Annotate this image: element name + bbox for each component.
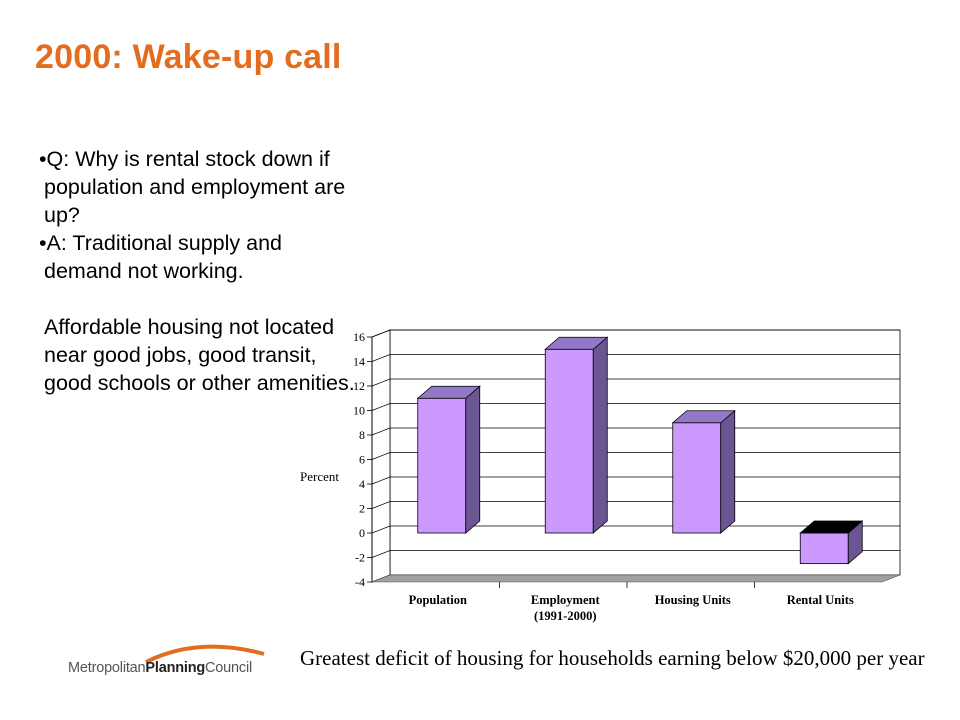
y-tick-label: 2 (359, 502, 365, 516)
gridline-side (371, 427, 391, 436)
slide-title: 2000: Wake-up call (35, 38, 342, 76)
y-tick-label: 0 (359, 526, 365, 540)
y-tick-label: 14 (353, 355, 365, 369)
y-tick-label: 16 (353, 330, 365, 344)
y-tick-label: -2 (355, 551, 365, 565)
x-tick-label: Employment (531, 593, 601, 607)
spacer (44, 285, 364, 313)
gridline-side (371, 378, 391, 387)
bar-side-2 (720, 409, 736, 534)
x-tick-sublabel: (1991-2000) (534, 609, 597, 623)
x-tick-label: Housing Units (655, 593, 731, 607)
y-tick-label: 10 (353, 404, 365, 418)
bar-top-3 (799, 520, 864, 534)
note-text: Affordable housing not located near good… (44, 315, 355, 395)
bar-top-0 (416, 385, 481, 399)
y-tick-label: 12 (353, 379, 365, 393)
mpc-logo: MetropolitanPlanningCouncil (68, 642, 268, 682)
answer-bullet: •A: Traditional supply and demand not wo… (39, 229, 364, 285)
logo-arc-icon (145, 644, 265, 664)
bar-2 (672, 422, 722, 534)
x-tick-label: Rental Units (787, 593, 854, 607)
bar-1 (544, 348, 594, 534)
bar-side-1 (592, 336, 608, 534)
logo-word-council: Council (205, 660, 252, 676)
gridline-side (371, 525, 391, 534)
y-tick-label: 8 (359, 428, 365, 442)
y-axis-title: Percent (300, 469, 339, 484)
bar-chart: -4 -2 0 2 4 6 8 10 12 14 16 Percent Population Employ… (300, 329, 901, 623)
x-tick-label: Population (409, 593, 467, 607)
gridline-side (371, 354, 391, 362)
bar-0 (417, 397, 467, 534)
logo-word-planning: Planning (145, 660, 206, 676)
gridline-side (371, 403, 391, 411)
gridline-side (371, 329, 391, 338)
bullet-glyph: • (39, 147, 47, 171)
gridline-side (371, 501, 391, 509)
logo-wordmark: MetropolitanPlanningCouncil (68, 660, 252, 676)
question-text: Q: Why is rental stock down if populatio… (44, 147, 346, 227)
bullet-glyph: • (39, 231, 47, 255)
y-tick-label: 6 (359, 453, 365, 467)
chart-caption: Greatest deficit of housing for househol… (300, 646, 925, 670)
logo-word-metropolitan: Metropolitan (68, 660, 146, 676)
chart-floor (371, 574, 901, 583)
answer-text: A: Traditional supply and demand not wor… (44, 231, 282, 283)
y-tick-label: 4 (359, 477, 365, 491)
gridline-side (371, 476, 391, 485)
slide-body: •Q: Why is rental stock down if populati… (39, 145, 364, 397)
bar-3 (799, 532, 849, 565)
gridline-side (371, 452, 391, 460)
bar-top-1 (544, 336, 609, 350)
question-bullet: •Q: Why is rental stock down if populati… (39, 145, 364, 229)
bar-top-2 (671, 410, 736, 424)
gridline-side (371, 550, 391, 558)
bar-side-0 (465, 385, 481, 534)
y-tick-label: -4 (355, 575, 365, 589)
